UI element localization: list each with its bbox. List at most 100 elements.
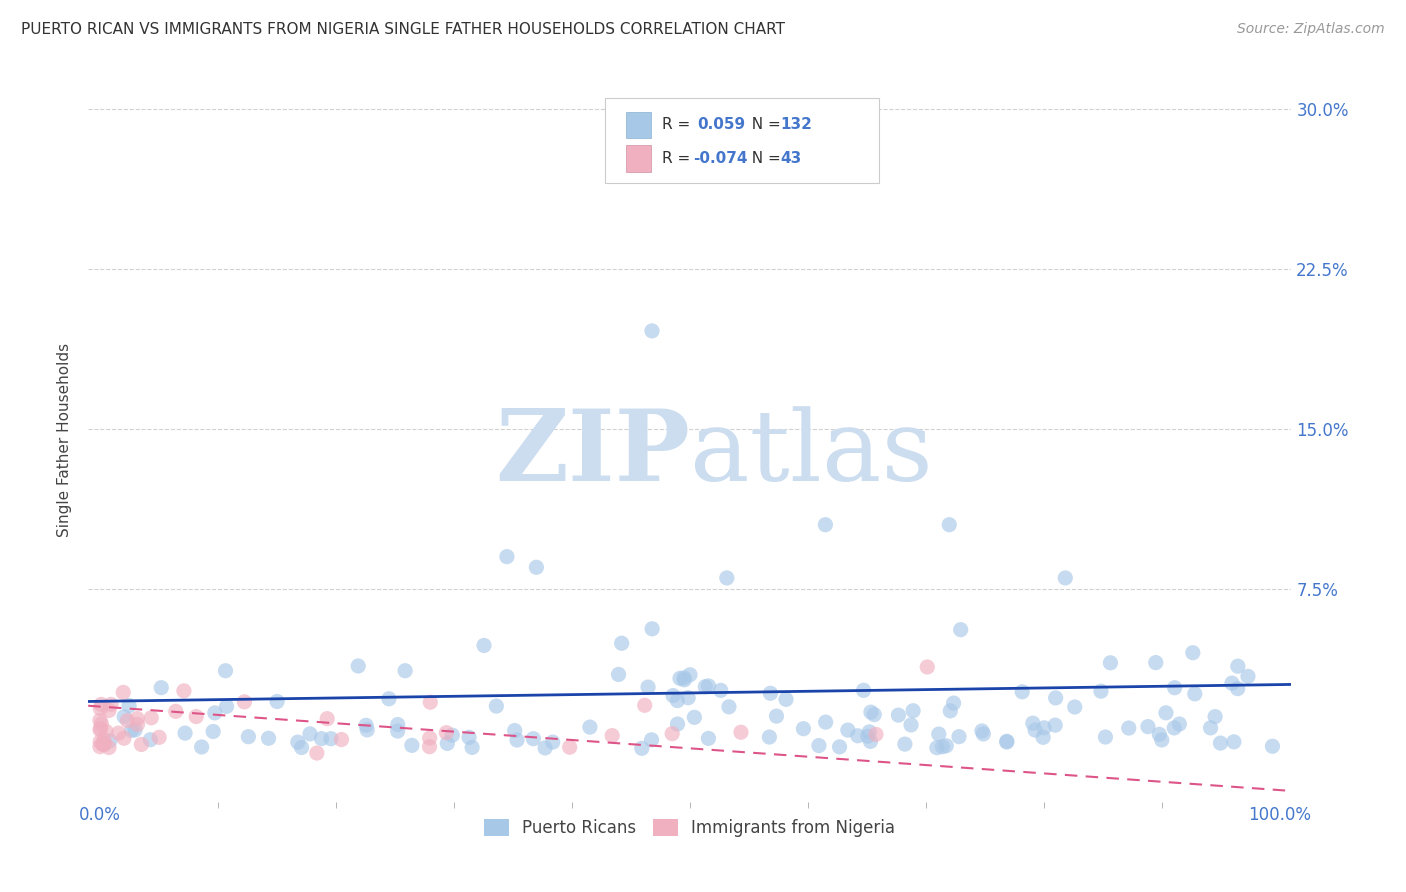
- Point: [765, 709, 787, 723]
- Point: [1237, 669, 1260, 683]
- Point: [641, 324, 664, 338]
- Point: [901, 704, 924, 718]
- Point: [503, 723, 526, 738]
- Point: [506, 733, 529, 747]
- Point: [666, 717, 689, 731]
- Point: [93, 738, 115, 752]
- Text: N =: N =: [742, 152, 786, 166]
- Point: [287, 735, 309, 749]
- Text: 132: 132: [780, 118, 813, 132]
- Point: [127, 717, 149, 731]
- Point: [775, 692, 797, 706]
- Point: [347, 659, 370, 673]
- Point: [112, 709, 135, 723]
- Point: [662, 689, 685, 703]
- Point: [139, 732, 162, 747]
- Point: [165, 704, 187, 718]
- Point: [526, 560, 548, 574]
- Point: [394, 664, 416, 678]
- Point: [89, 739, 111, 754]
- Point: [458, 731, 481, 745]
- Point: [266, 694, 288, 708]
- Point: [90, 722, 112, 736]
- Point: [1144, 656, 1167, 670]
- Point: [852, 683, 875, 698]
- Point: [938, 517, 960, 532]
- Point: [174, 726, 197, 740]
- Point: [100, 698, 122, 712]
- Point: [1033, 721, 1056, 735]
- Point: [928, 727, 950, 741]
- Point: [378, 691, 401, 706]
- Point: [1163, 721, 1185, 735]
- Point: [758, 730, 780, 744]
- Point: [257, 731, 280, 746]
- Point: [607, 667, 630, 681]
- Point: [90, 698, 112, 712]
- Point: [1136, 720, 1159, 734]
- Point: [759, 686, 782, 700]
- Point: [669, 671, 692, 685]
- Point: [887, 708, 910, 723]
- Point: [1223, 735, 1246, 749]
- Point: [579, 720, 602, 734]
- Point: [1149, 727, 1171, 741]
- Point: [792, 722, 814, 736]
- Point: [863, 707, 886, 722]
- Point: [173, 683, 195, 698]
- Point: [935, 739, 957, 753]
- Point: [790, 166, 813, 180]
- Point: [917, 660, 939, 674]
- Point: [1154, 706, 1177, 720]
- Point: [98, 703, 121, 717]
- Point: [233, 695, 256, 709]
- Point: [150, 681, 173, 695]
- Point: [419, 731, 441, 745]
- Point: [298, 727, 321, 741]
- Point: [1168, 717, 1191, 731]
- Point: [1043, 718, 1066, 732]
- Point: [859, 734, 882, 748]
- Point: [107, 726, 129, 740]
- Point: [730, 725, 752, 739]
- Point: [186, 709, 208, 723]
- Point: [121, 723, 143, 738]
- Point: [1024, 723, 1046, 737]
- Point: [972, 727, 994, 741]
- Text: Source: ZipAtlas.com: Source: ZipAtlas.com: [1237, 22, 1385, 37]
- Text: N =: N =: [742, 118, 786, 132]
- Point: [354, 718, 377, 732]
- Point: [387, 717, 409, 731]
- Point: [900, 718, 922, 732]
- Point: [98, 740, 121, 755]
- Text: ZIP: ZIP: [495, 406, 690, 502]
- Point: [1163, 681, 1185, 695]
- Point: [1090, 684, 1112, 698]
- Point: [925, 740, 948, 755]
- Point: [311, 731, 333, 746]
- Point: [856, 729, 879, 743]
- Point: [541, 735, 564, 749]
- Point: [837, 723, 859, 738]
- Point: [710, 683, 733, 698]
- Point: [661, 726, 683, 740]
- Point: [387, 724, 409, 739]
- Point: [814, 517, 837, 532]
- Point: [846, 729, 869, 743]
- Point: [695, 680, 717, 694]
- Y-axis label: Single Father Households: Single Father Households: [58, 343, 72, 537]
- Point: [1150, 733, 1173, 747]
- Point: [634, 698, 657, 713]
- Point: [148, 731, 170, 745]
- Point: [356, 723, 378, 737]
- Point: [1094, 730, 1116, 744]
- Point: [316, 712, 339, 726]
- Point: [600, 729, 623, 743]
- Point: [330, 732, 353, 747]
- Point: [89, 723, 111, 737]
- Point: [117, 714, 139, 728]
- Point: [673, 671, 696, 685]
- Text: 43: 43: [780, 152, 801, 166]
- Point: [610, 636, 633, 650]
- Point: [441, 728, 464, 742]
